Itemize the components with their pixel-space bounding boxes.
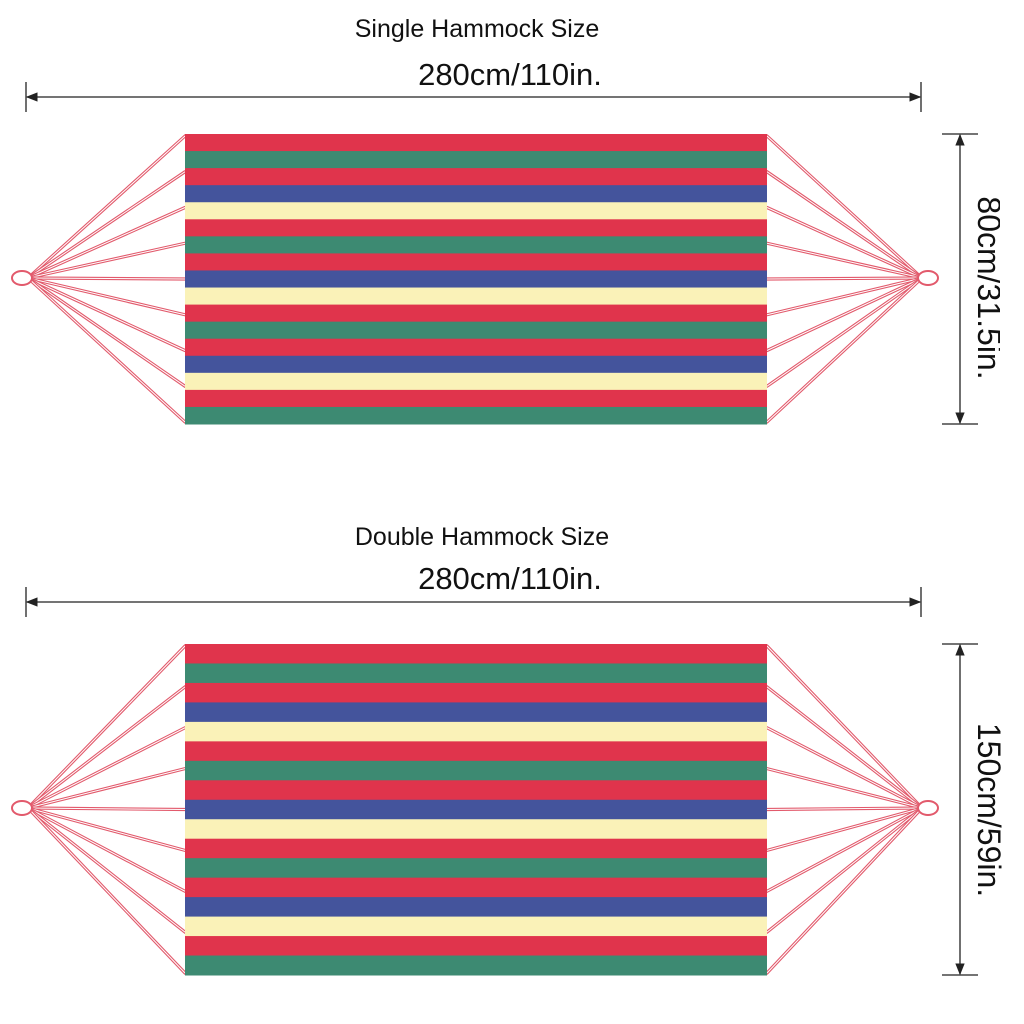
rope-inner (27, 807, 186, 810)
ring (11, 800, 33, 816)
stripe (185, 406, 767, 425)
stripe (185, 936, 767, 957)
stripe (185, 134, 767, 152)
rope-inner (27, 807, 186, 933)
stripe (185, 644, 767, 664)
stripe (185, 702, 767, 723)
rope-inner (766, 171, 923, 279)
stripe (185, 321, 767, 340)
rope-inner (27, 171, 186, 279)
stripe (185, 780, 767, 801)
rope-inner (27, 277, 186, 280)
rope-inner (766, 686, 923, 809)
section-title: Double Hammock Size (355, 523, 609, 551)
rope-inner (27, 242, 186, 279)
stripe (185, 338, 767, 357)
stripe (185, 663, 767, 684)
rope-inner (766, 277, 923, 387)
width-label-group: 80cm/31.5in. (971, 196, 1007, 379)
rope-inner (27, 277, 186, 316)
section-title: Single Hammock Size (355, 15, 600, 43)
rope-inner (766, 277, 923, 423)
stripe (185, 682, 767, 703)
stripe (185, 372, 767, 391)
ring (11, 270, 33, 286)
rope-inner (27, 135, 186, 279)
stripe (185, 741, 767, 762)
rope-inner (27, 768, 186, 809)
rope-inner (766, 807, 923, 810)
rope-inner (766, 807, 923, 933)
width-label: 80cm/31.5in. (971, 196, 1007, 379)
width-label: 150cm/59in. (971, 723, 1007, 897)
stripe (185, 819, 767, 840)
stripe (185, 955, 767, 976)
stripe (185, 897, 767, 918)
rope-inner (27, 277, 186, 351)
stripe (185, 389, 767, 408)
rope-inner (27, 727, 186, 809)
stripe (185, 168, 767, 186)
rope-inner (766, 277, 923, 316)
rope-inner (766, 768, 923, 809)
stripe (185, 916, 767, 937)
stripe (185, 858, 767, 879)
stripe (185, 219, 767, 237)
rope-inner (27, 807, 186, 851)
stripe (185, 270, 767, 289)
rope-inner (766, 807, 923, 974)
stripe (185, 151, 767, 169)
rope-inner (766, 277, 923, 351)
rope-inner (766, 727, 923, 809)
rope-inner (766, 807, 923, 892)
stripe (185, 877, 767, 898)
stripe (185, 760, 767, 781)
stripe (185, 253, 767, 271)
rope-inner (27, 277, 186, 423)
rope-inner (27, 207, 186, 279)
stripe (185, 304, 767, 323)
stripe (185, 202, 767, 220)
rope-inner (27, 807, 186, 974)
stripe (185, 838, 767, 859)
stripe (185, 287, 767, 306)
rope-inner (27, 645, 186, 809)
stripe (185, 721, 767, 742)
rope-inner (766, 242, 923, 279)
rope-inner (766, 807, 923, 851)
rope-inner (27, 686, 186, 809)
stripe (185, 355, 767, 374)
rope-inner (766, 277, 923, 280)
ring (917, 800, 939, 816)
stripe (185, 185, 767, 203)
stripe (185, 236, 767, 254)
rope-inner (766, 207, 923, 279)
stripe (185, 799, 767, 820)
length-label: 280cm/110in. (418, 57, 602, 92)
hammocks (11, 134, 939, 976)
ring (917, 270, 939, 286)
rope-inner (766, 135, 923, 279)
rope-inner (766, 645, 923, 809)
length-label: 280cm/110in. (418, 561, 602, 596)
rope-inner (27, 807, 186, 892)
rope-inner (27, 277, 186, 387)
